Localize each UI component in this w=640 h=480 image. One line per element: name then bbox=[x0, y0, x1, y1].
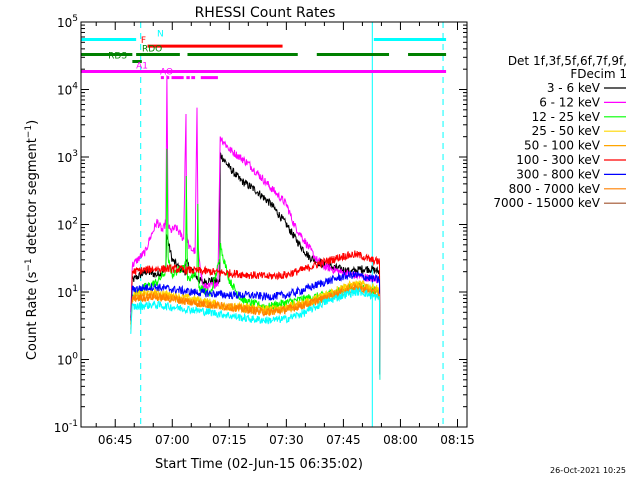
x-tick-label-2: 07:15 bbox=[212, 433, 247, 447]
x-axis: 06:45 07:00 07:15 07:30 07:45 08:00 08:15 bbox=[95, 22, 475, 447]
series-line-5 bbox=[130, 250, 381, 375]
x-tick-label-1: 07:00 bbox=[155, 433, 190, 447]
y-tick-label-5: 104 bbox=[57, 82, 78, 98]
series-line-7 bbox=[130, 283, 381, 375]
legend-label-6: 300 - 800 keV bbox=[516, 167, 600, 181]
y-axis-label: Count Rate (s−1 detector segment−1) bbox=[24, 120, 40, 360]
x-tick-label-3: 07:30 bbox=[269, 433, 304, 447]
legend-label-8: 7000 - 15000 keV bbox=[493, 196, 600, 210]
y-axis-label-exp1: −1 bbox=[24, 258, 34, 271]
series-line-2 bbox=[130, 148, 381, 375]
y-tick-label-0: 10-1 bbox=[54, 419, 78, 435]
y-tick-label-6: 105 bbox=[57, 14, 78, 30]
flag-label-a1: A1 bbox=[136, 61, 148, 71]
series-line-0 bbox=[130, 150, 381, 375]
y-tick-label-3: 102 bbox=[57, 217, 78, 233]
flag-label-rdo: RDO bbox=[142, 45, 162, 55]
legend-label-4: 50 - 100 keV bbox=[524, 139, 601, 153]
y-axis: 10-1 100 101 102 103 104 105 bbox=[54, 14, 467, 435]
timestamp-footer: 26-Oct-2021 10:25 bbox=[550, 466, 626, 475]
x-tick-label-6: 08:15 bbox=[440, 433, 475, 447]
y-tick-label-2: 101 bbox=[57, 284, 78, 300]
flag-label-ao: AO bbox=[160, 68, 173, 78]
flag-label-n: N bbox=[157, 30, 164, 40]
series-line-8 bbox=[130, 287, 381, 380]
chart-title: RHESSI Count Rates bbox=[195, 5, 336, 21]
y-axis-label-close: ) bbox=[25, 120, 40, 125]
legend-label-0: 3 - 6 keV bbox=[547, 81, 601, 95]
series-lines bbox=[130, 75, 381, 380]
y-axis-label-unit: detector segment bbox=[25, 138, 40, 254]
legend-header-1: Det 1f,3f,5f,6f,7f,9f, bbox=[508, 54, 627, 68]
x-tick-label-4: 07:45 bbox=[326, 433, 361, 447]
x-axis-label: Start Time (02-Jun-15 06:35:02) bbox=[155, 457, 363, 472]
y-axis-label-exp2: −1 bbox=[24, 125, 34, 138]
legend-label-5: 100 - 300 keV bbox=[516, 153, 600, 167]
flag-label-f: F bbox=[141, 36, 146, 46]
legend-label-2: 12 - 25 keV bbox=[532, 110, 601, 124]
y-axis-label-main: Count Rate (s bbox=[25, 271, 40, 360]
x-tick-label-0: 06:45 bbox=[98, 433, 133, 447]
vertical-markers bbox=[140, 22, 444, 427]
x-tick-label-5: 08:00 bbox=[383, 433, 418, 447]
legend-header-2: FDecim 1 bbox=[570, 67, 627, 81]
series-line-6 bbox=[130, 270, 381, 375]
legend: Det 1f,3f,5f,6f,7f,9f, FDecim 1 3 - 6 ke… bbox=[493, 54, 627, 210]
y-tick-label-4: 103 bbox=[57, 149, 78, 165]
legend-label-1: 6 - 12 keV bbox=[539, 95, 601, 109]
legend-label-3: 25 - 50 keV bbox=[532, 124, 601, 138]
legend-label-7: 800 - 7000 keV bbox=[509, 182, 601, 196]
y-tick-label-1: 100 bbox=[57, 352, 78, 368]
flag-label-rds: RDS bbox=[108, 51, 127, 61]
